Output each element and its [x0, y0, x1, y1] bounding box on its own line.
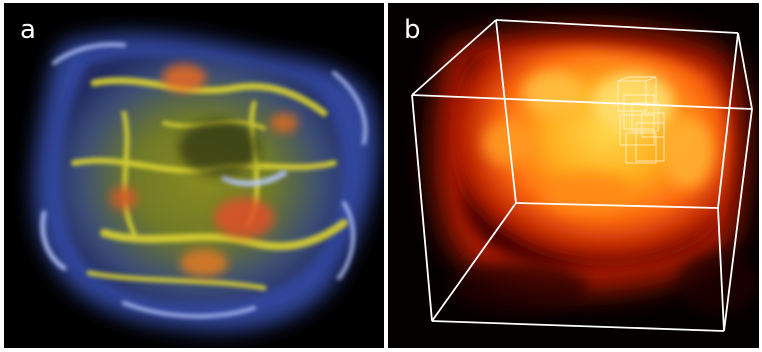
refinement-boxes — [617, 76, 665, 164]
panel-b-label: b — [404, 15, 421, 45]
panel-a-volume-render — [4, 3, 384, 348]
panel-b-volume-render — [388, 3, 759, 348]
panel-b: b — [388, 3, 759, 348]
panel-a-label: a — [20, 15, 36, 45]
bounding-box — [411, 19, 753, 332]
panel-a: a — [4, 3, 384, 348]
